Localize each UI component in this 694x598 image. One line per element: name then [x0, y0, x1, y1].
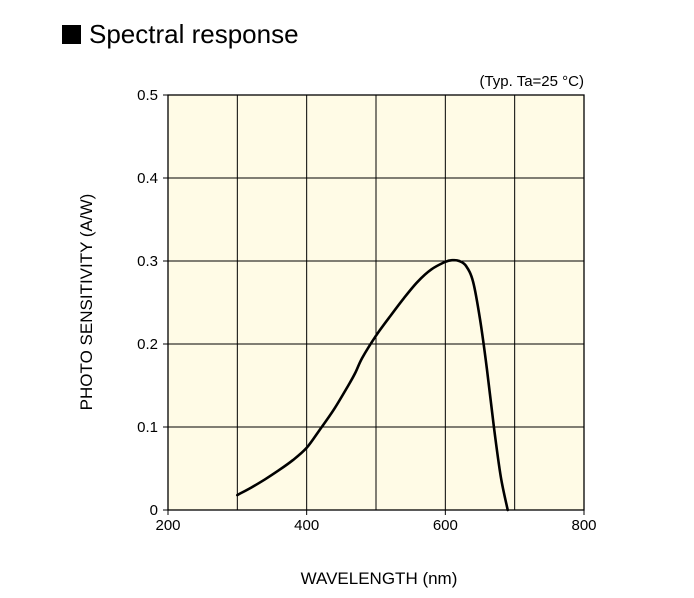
- y-tick-label: 0: [150, 502, 158, 519]
- y-axis-label: PHOTO SENSITIVITY (A/W): [77, 194, 96, 411]
- x-tick-label: 200: [155, 517, 180, 534]
- plot-frame: [167, 94, 585, 511]
- chart-heading: Spectral response: [62, 14, 299, 54]
- y-tick-label: 0.4: [137, 170, 158, 187]
- y-tick-labels: 0 0.1 0.2 0.3 0.4 0.5: [137, 87, 168, 519]
- x-tick-labels: 200 400 600 800: [155, 510, 597, 534]
- y-tick-label: 0.3: [137, 253, 158, 270]
- chart-title: Spectral response: [89, 19, 299, 49]
- y-tick-label: 0.1: [137, 419, 158, 436]
- y-tick-label: 0.5: [137, 87, 158, 104]
- x-axis-label: WAVELENGTH (nm): [301, 569, 458, 588]
- x-tick-label: 600: [433, 517, 458, 534]
- x-tick-label: 400: [294, 517, 319, 534]
- grid-lines: [168, 95, 584, 510]
- y-tick-label: 0.2: [137, 336, 158, 353]
- x-tick-label: 800: [571, 517, 596, 534]
- sensitivity-curve: [236, 258, 509, 512]
- heading-square-icon: [62, 24, 81, 44]
- condition-label: (Typ. Ta=25 °C): [479, 73, 584, 90]
